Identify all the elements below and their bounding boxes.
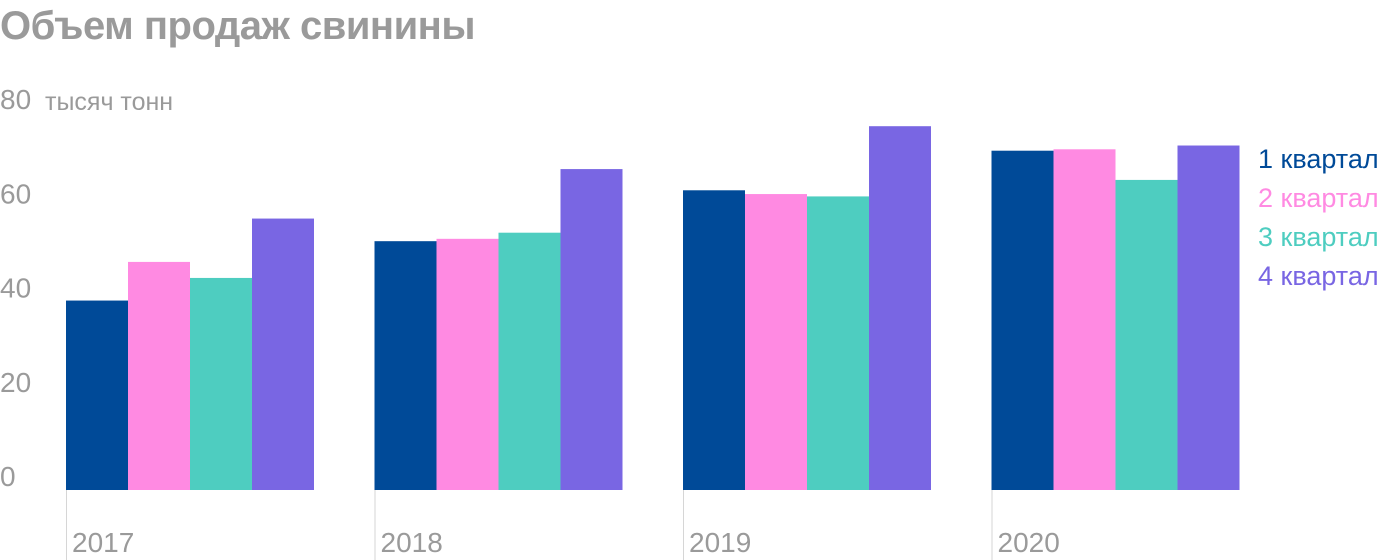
bars xyxy=(66,126,1240,491)
bar-2017-q3 xyxy=(190,277,252,490)
x-axis: 2017 2018 2019 2020 xyxy=(66,490,1060,560)
bar-2020-q3 xyxy=(1115,179,1178,491)
bar-2017-q4 xyxy=(252,218,314,490)
legend-item: 1 квартал xyxy=(1258,144,1379,174)
bar-2018-q3 xyxy=(498,232,561,490)
x-tick-label: 2017 xyxy=(72,527,134,558)
x-tick-label: 2019 xyxy=(689,527,751,558)
legend: 1 квартал 2 квартал 3 квартал 4 квартал xyxy=(1258,144,1379,291)
bar-2019-q1 xyxy=(683,190,745,490)
bar-2020-q2 xyxy=(1053,149,1116,490)
x-tick-label: 2018 xyxy=(381,527,443,558)
bar-2018-q2 xyxy=(436,238,499,490)
legend-item: 3 квартал xyxy=(1258,222,1379,252)
y-tick-label: 20 xyxy=(0,367,31,398)
y-axis-unit-label: тысяч тонн xyxy=(45,88,173,116)
y-tick-label: 0 xyxy=(0,461,16,492)
y-tick-label: 80 xyxy=(0,84,31,115)
y-tick-label: 40 xyxy=(0,273,31,304)
x-tick-label: 2020 xyxy=(998,527,1060,558)
bar-2019-q4 xyxy=(869,126,931,490)
y-tick-label: 60 xyxy=(0,178,31,209)
bar-2017-q2 xyxy=(128,261,190,490)
bar-2019-q2 xyxy=(745,194,807,490)
y-axis: 0 20 40 60 80 тысяч тонн xyxy=(0,84,173,492)
chart-title: Объем продаж свинины xyxy=(0,4,475,48)
bar-2018-q4 xyxy=(560,169,623,491)
bar-2019-q3 xyxy=(807,196,869,490)
bar-2018-q1 xyxy=(374,241,437,490)
legend-item: 4 квартал xyxy=(1258,261,1379,291)
bar-2017-q1 xyxy=(66,300,128,490)
bar-2020-q4 xyxy=(1177,145,1240,491)
legend-item: 2 квартал xyxy=(1258,183,1379,213)
bar-2020-q1 xyxy=(991,150,1054,490)
